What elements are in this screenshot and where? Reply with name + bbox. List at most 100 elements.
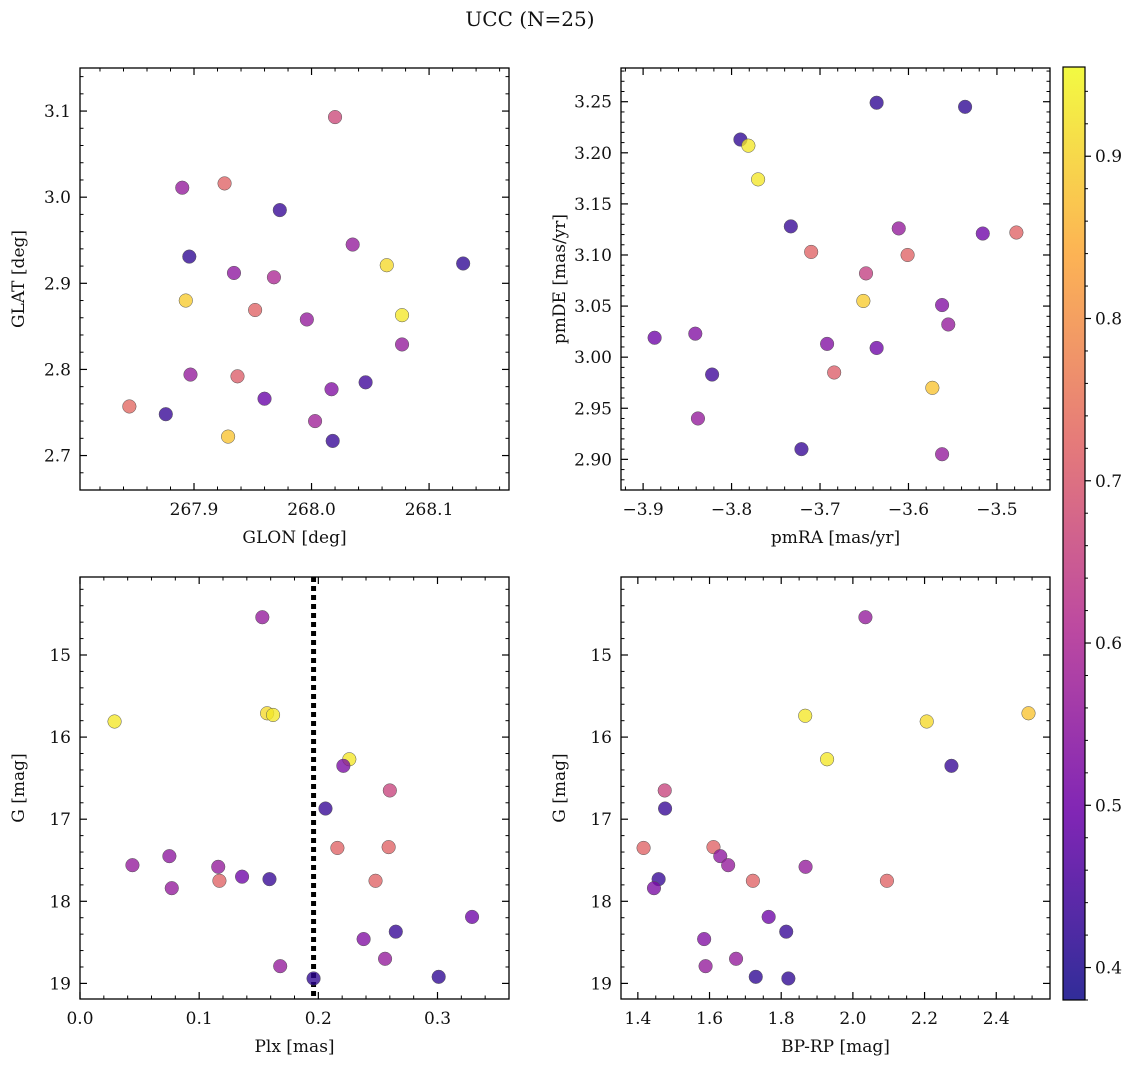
y-tick-label: 3.1	[44, 102, 71, 122]
y-tick-label: 3.20	[574, 144, 612, 164]
data-point	[925, 380, 940, 395]
data-point	[820, 336, 835, 351]
data-point	[798, 708, 813, 723]
data-point	[647, 330, 662, 345]
colorbar-tick-label: 0.5	[1095, 796, 1122, 816]
data-point	[178, 293, 193, 308]
data-point	[688, 326, 703, 341]
data-point	[721, 858, 736, 873]
data-point	[394, 337, 410, 352]
x-tick-label: −3.6	[888, 500, 929, 520]
data-point	[741, 138, 756, 153]
data-point	[107, 714, 122, 729]
data-point	[394, 308, 410, 323]
y-tick-label: 18	[590, 892, 612, 912]
data-point	[798, 859, 813, 874]
x-tick-label: −3.8	[711, 500, 752, 520]
data-point	[221, 429, 236, 444]
axes-frame	[620, 67, 1051, 491]
data-point	[728, 951, 744, 966]
y-tick-label: 3.00	[574, 348, 612, 368]
y-tick-label: 2.95	[574, 399, 612, 419]
colorbar: 0.4 0.5 0.6 0.7 0.8 0.9	[1062, 66, 1122, 1001]
panel-glon-glat: 267.9 268.0 268.1 2.7 2.8 2.9 3.0 3.1 GLON [deg]…	[9, 67, 510, 548]
data-point	[657, 783, 672, 798]
panel-plx-g: 0.0 0.1 0.2 0.3 15 16 17 18 19 Plx [mas] G [mag]	[9, 576, 510, 1057]
x-axis-label: pmRA [mas/yr]	[771, 528, 900, 548]
x-axis-label: Plx [mas]	[254, 1037, 334, 1057]
y-tick-label: 15	[590, 646, 612, 666]
data-point	[745, 873, 760, 888]
data-point	[975, 226, 990, 241]
data-point	[356, 932, 371, 947]
data-point	[944, 758, 959, 773]
y-tick-label: 17	[49, 810, 71, 830]
x-tick-label: 0.1	[186, 1009, 213, 1029]
data-point	[858, 266, 874, 281]
data-point	[266, 270, 281, 285]
data-point	[869, 95, 884, 110]
data-point	[748, 969, 763, 984]
data-point	[646, 881, 662, 896]
data-point	[941, 317, 956, 332]
data-point	[431, 969, 446, 984]
data-point	[306, 971, 321, 986]
data-point	[900, 247, 915, 263]
y-tick-label: 2.90	[574, 450, 612, 470]
axes-frame	[620, 576, 1051, 1000]
data-point	[257, 391, 272, 406]
data-point	[164, 881, 179, 896]
x-tick-label: 0.2	[305, 1009, 332, 1029]
data-point	[330, 840, 345, 855]
data-point	[125, 858, 140, 873]
axes-frame	[79, 67, 510, 491]
y-axis-label: G [mag]	[9, 753, 29, 822]
data-point	[327, 110, 343, 125]
data-point	[697, 932, 712, 947]
data-point	[345, 237, 360, 252]
data-point	[869, 340, 884, 356]
data-point	[804, 244, 819, 259]
data-point	[713, 849, 728, 864]
data-point	[336, 758, 351, 773]
y-axis-label: G [mag]	[550, 753, 570, 822]
data-point	[266, 707, 281, 722]
y-tick-label: 3.05	[574, 297, 612, 317]
x-tick-label: 2.2	[911, 1009, 938, 1029]
y-axis-label: pmDE [mas/yr]	[550, 214, 570, 344]
data-point	[211, 859, 226, 874]
panel-bprp-g: 1.4 1.6 1.8 2.0 2.2 2.4 15 16 17 18 19 BP-RP [mag] G…	[550, 576, 1051, 1057]
data-point	[381, 840, 396, 855]
colorbar-tick-label: 0.9	[1095, 147, 1122, 167]
x-axis-label: BP-RP [mag]	[781, 1037, 890, 1057]
data-point	[794, 442, 809, 457]
data-point	[935, 447, 950, 462]
data-point	[858, 610, 873, 625]
y-tick-label: 2.7	[44, 447, 71, 467]
data-point	[856, 293, 871, 309]
colorbar-tick-label: 0.8	[1095, 310, 1122, 330]
x-tick-label: 2.0	[839, 1009, 866, 1029]
x-tick-label: −3.7	[799, 500, 840, 520]
y-tick-label: 15	[49, 646, 71, 666]
x-tick-label: 2.4	[983, 1009, 1010, 1029]
data-point	[273, 959, 288, 974]
y-tick-label: 18	[49, 892, 71, 912]
x-tick-label: −3.9	[622, 500, 663, 520]
data-point	[325, 433, 340, 448]
x-tick-label: 0.0	[66, 1009, 93, 1029]
x-tick-label: 1.8	[768, 1009, 795, 1029]
colorbar-gradient	[1062, 66, 1086, 1001]
colorbar-tick-label: 0.6	[1095, 634, 1122, 654]
y-tick-label: 17	[590, 810, 612, 830]
data-point	[272, 203, 287, 218]
data-point	[318, 801, 333, 816]
data-point	[122, 399, 137, 414]
data-point	[368, 873, 383, 888]
data-point	[827, 365, 842, 380]
data-point	[378, 951, 393, 966]
panel-pmra-pmde: −3.9 −3.8 −3.7 −3.6 −3.5 2.90 2.95 3.00 3.05 3.10…	[550, 67, 1051, 548]
x-tick-label: 268.0	[287, 500, 336, 520]
data-point	[781, 971, 796, 986]
